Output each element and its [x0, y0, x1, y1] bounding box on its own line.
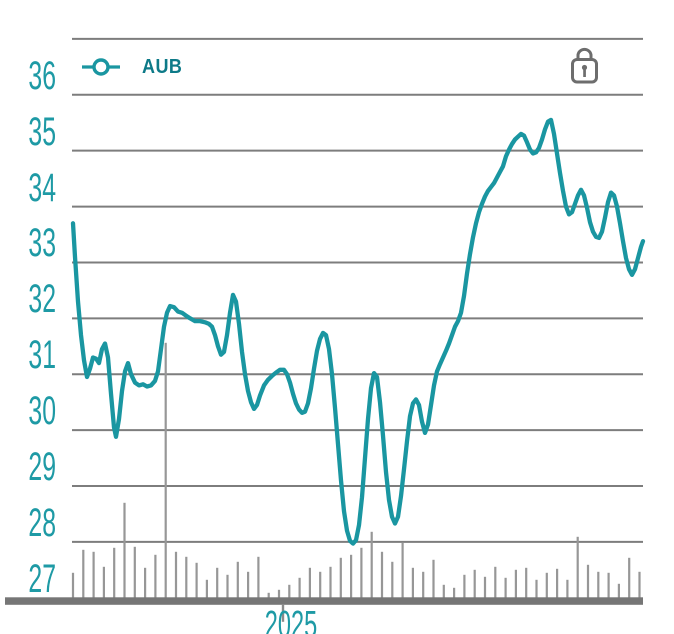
line-series-marker-icon: [82, 58, 120, 76]
legend-series-label: AUB: [142, 56, 183, 78]
lock-icon[interactable]: [570, 45, 600, 85]
y-axis-label: 29: [28, 445, 56, 490]
y-axis-label: 31: [28, 333, 56, 378]
y-axis-label: 30: [28, 389, 56, 434]
y-axis-label: 28: [28, 500, 56, 545]
y-axis-label: 36: [28, 53, 56, 98]
y-axis-label: 32: [28, 277, 56, 322]
y-axis-label: 33: [28, 221, 56, 266]
x-axis-year-label: 2025: [264, 604, 318, 634]
y-axis-label: 35: [28, 109, 56, 154]
volume-bars: [71, 342, 641, 598]
x-axis-bar: [5, 597, 643, 605]
legend-item-aub[interactable]: AUB: [82, 55, 187, 79]
y-axis-label: 27: [28, 556, 56, 601]
y-axis-label: 34: [28, 165, 56, 210]
gridlines: [72, 37, 643, 543]
price-line: [70, 117, 646, 546]
